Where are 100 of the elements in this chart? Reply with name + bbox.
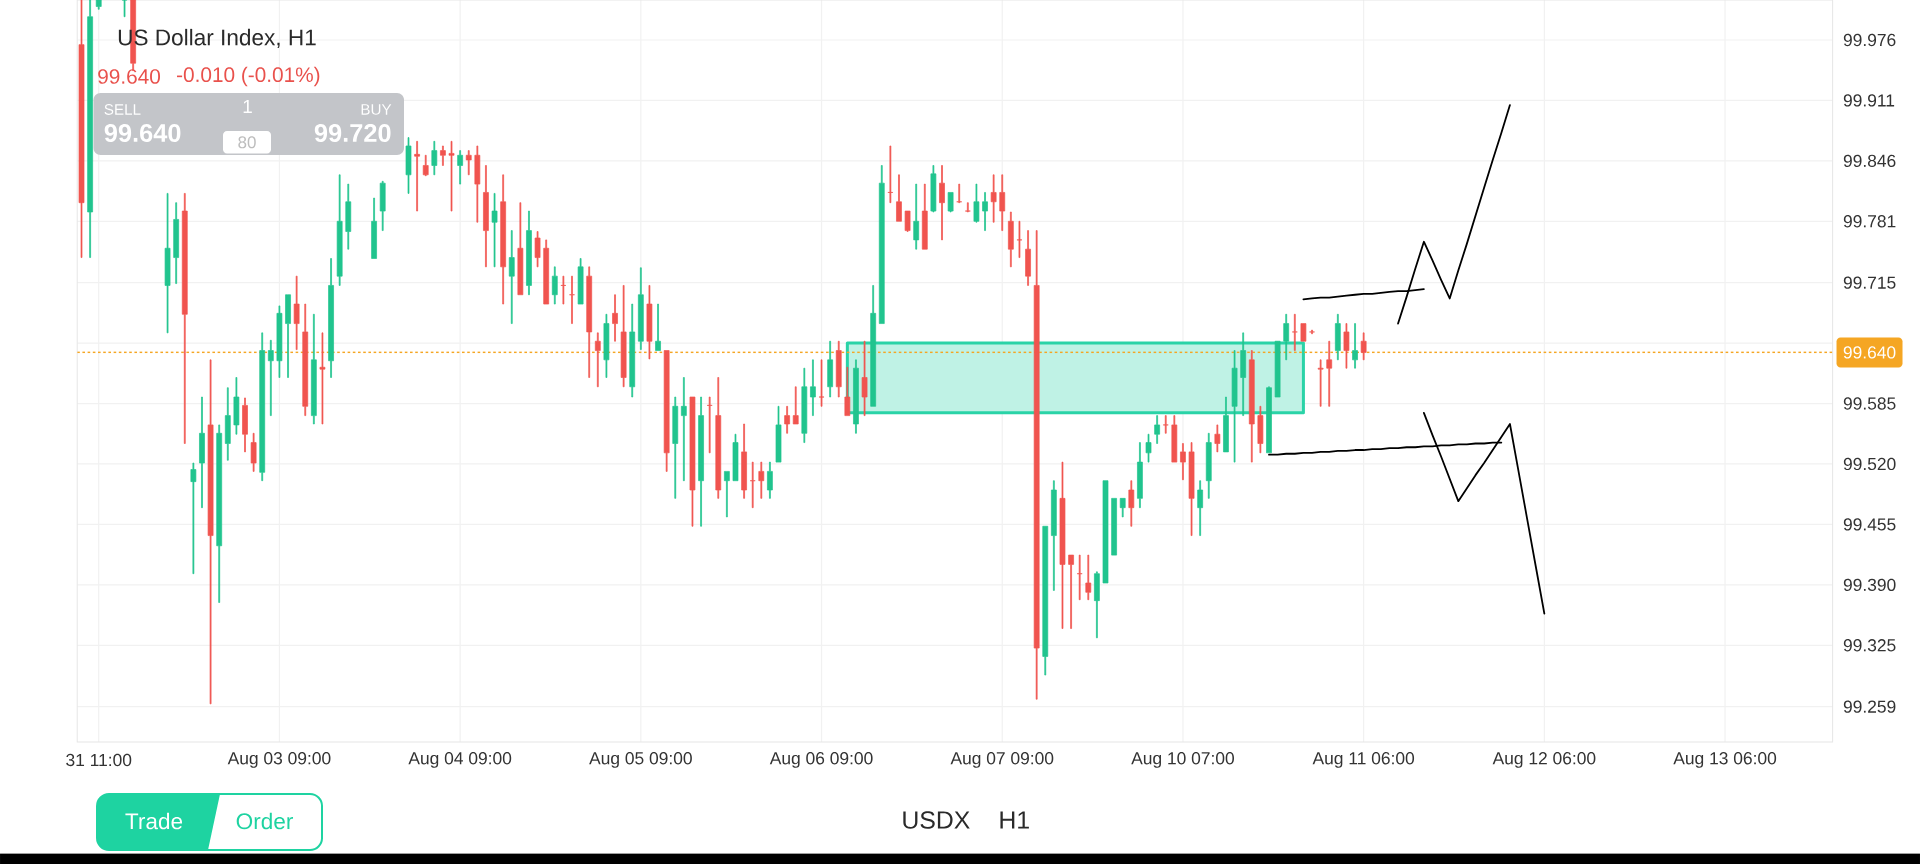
candlestick (1317, 359, 1324, 407)
annotation: -0.010 (-0.01%) (177, 66, 320, 87)
candlestick (328, 258, 334, 378)
candlestick (956, 183, 963, 204)
candlestick (1334, 313, 1341, 361)
candlestick (1085, 554, 1092, 601)
candlestick (173, 202, 180, 284)
candlestick (310, 313, 317, 425)
y-tick-label: 99.390 (1843, 578, 1896, 591)
candlestick (1283, 313, 1290, 361)
candlestick (835, 340, 842, 398)
candlestick (1111, 498, 1117, 556)
candlestick (801, 367, 808, 443)
candlestick (724, 471, 730, 518)
candlestick (939, 165, 945, 241)
candlestick (422, 154, 429, 177)
candlestick (543, 239, 550, 305)
candlestick (973, 183, 980, 223)
candlestick (276, 305, 283, 378)
candlestick (1223, 396, 1229, 453)
candlestick (792, 386, 799, 425)
y-tick-label: 99.781 (1843, 215, 1896, 228)
y-tick-label: 99.455 (1843, 518, 1896, 531)
y-tick-label: 99.520 (1843, 457, 1896, 471)
candlestick (371, 197, 377, 259)
candlestick (242, 397, 248, 453)
text: Trade (125, 812, 183, 830)
candlestick (1025, 230, 1031, 286)
candlestick (1360, 332, 1367, 361)
candlestick (698, 396, 704, 527)
candlestick (95, 0, 102, 10)
candlestick (465, 150, 472, 176)
y-tick-label: 99.911 (1843, 94, 1895, 107)
candlestick (689, 396, 696, 527)
candlestick (655, 303, 661, 351)
candlestick (319, 332, 326, 425)
candlestick (1171, 415, 1178, 463)
annotation: 1 (243, 99, 252, 114)
candlestick (577, 258, 584, 305)
candlestick (1137, 442, 1143, 509)
candlestick (1102, 480, 1109, 584)
candlestick (990, 174, 997, 223)
candlestick (1033, 230, 1040, 700)
candlestick (233, 377, 240, 435)
candlestick (448, 140, 455, 212)
candlestick (1162, 415, 1169, 434)
candlestick (715, 377, 722, 499)
candlestick (345, 183, 352, 250)
candlestick (810, 359, 816, 416)
candlestick (827, 340, 833, 398)
candlestick (207, 359, 214, 705)
x-tick-label: Aug 12 06:00 (1492, 752, 1596, 768)
x-tick-label: 31 11:00 (66, 753, 132, 767)
candlestick (483, 165, 489, 268)
candlestick (1205, 432, 1212, 499)
candlestick (784, 405, 790, 434)
candlestick (336, 174, 343, 286)
candlestick (896, 174, 902, 222)
candlestick (1326, 340, 1333, 407)
candlestick (870, 285, 877, 407)
candlestick (620, 285, 627, 388)
candlestick (594, 332, 601, 388)
annotation: BUY (361, 104, 392, 115)
candlestick (964, 202, 971, 213)
x-tick-label: Aug 13 06:00 (1673, 752, 1777, 768)
candlestick (267, 339, 274, 416)
y-tick-label: 99.976 (1843, 33, 1896, 47)
candlestick (259, 332, 266, 482)
candlestick (663, 350, 670, 472)
candlestick (508, 230, 515, 324)
candlestick (1300, 323, 1307, 342)
candlestick (78, 0, 85, 258)
candlestick (250, 432, 257, 472)
candlestick (1343, 323, 1350, 369)
candlestick (999, 174, 1006, 231)
candlestick (749, 461, 756, 509)
candlestick (603, 313, 610, 378)
candlestick (500, 174, 506, 305)
candlestick (947, 192, 954, 213)
candlestick (293, 275, 300, 350)
candlestick (569, 275, 575, 324)
candlestick (379, 180, 386, 231)
candlestick (681, 377, 687, 482)
annotation: 99.640 (104, 123, 181, 142)
candlestick (1042, 525, 1049, 676)
candlestick (414, 140, 420, 212)
y-tick-label: 99.585 (1843, 397, 1896, 410)
candlestick (1068, 554, 1074, 629)
candlestick (921, 183, 928, 250)
candlestick (853, 359, 859, 434)
candlestick (629, 303, 636, 398)
candlestick (534, 231, 541, 268)
candlestick (517, 202, 524, 296)
candlestick (164, 193, 171, 334)
candlestick (1214, 424, 1221, 453)
candlestick (1094, 571, 1100, 639)
candlestick (844, 366, 851, 416)
candlestick (982, 192, 988, 231)
candlestick (706, 396, 713, 454)
candlestick (612, 294, 618, 342)
